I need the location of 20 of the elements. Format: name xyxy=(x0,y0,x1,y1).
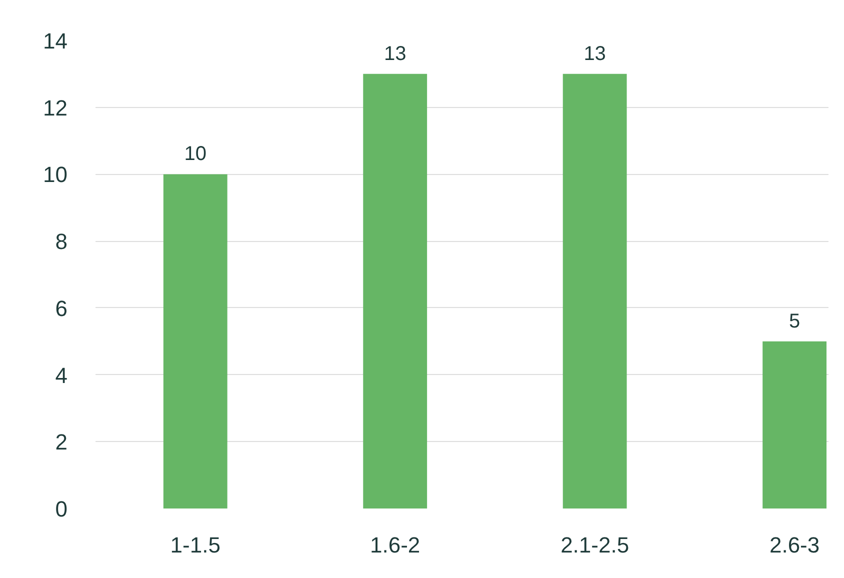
data-label: 13 xyxy=(384,42,406,65)
y-tick-label: 10 xyxy=(43,162,68,188)
x-tick-label: 1.6-2 xyxy=(370,532,420,558)
y-tick-label: 0 xyxy=(55,496,68,522)
bar xyxy=(762,341,827,508)
y-tick-label: 6 xyxy=(55,296,68,321)
x-tick-label: 2.6-3 xyxy=(769,532,820,558)
data-label: 13 xyxy=(584,42,606,65)
data-label: 10 xyxy=(184,143,206,166)
y-tick-label: 8 xyxy=(55,229,68,254)
x-tick-label: 1-1.5 xyxy=(170,532,220,558)
y-tick-label: 12 xyxy=(43,95,68,120)
bar xyxy=(163,174,228,508)
x-tick-label: 2.1-2.5 xyxy=(560,532,630,558)
y-tick-label: 2 xyxy=(55,430,68,455)
bar xyxy=(562,74,627,508)
y-tick-label: 14 xyxy=(43,28,68,54)
y-tick-label: 4 xyxy=(55,362,68,388)
bar xyxy=(363,74,428,508)
data-label: 5 xyxy=(788,310,800,332)
